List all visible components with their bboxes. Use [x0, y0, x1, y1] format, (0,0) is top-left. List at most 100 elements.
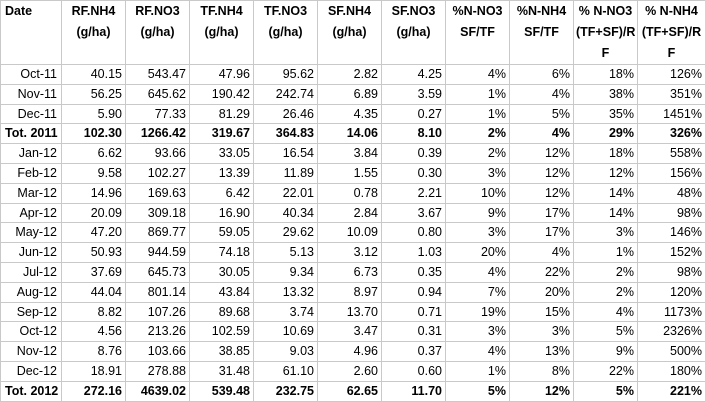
date-cell[interactable]: Oct-12	[1, 322, 62, 342]
value-cell[interactable]: 6.42	[190, 183, 254, 203]
value-cell[interactable]: 40.34	[254, 203, 318, 223]
value-cell[interactable]: 17%	[510, 203, 574, 223]
value-cell[interactable]: 18%	[574, 144, 638, 164]
value-cell[interactable]: 1266.42	[126, 124, 190, 144]
value-cell[interactable]: 5%	[574, 381, 638, 401]
date-cell[interactable]: Nov-12	[1, 342, 62, 362]
value-cell[interactable]: 12%	[510, 381, 574, 401]
value-cell[interactable]: 4%	[446, 262, 510, 282]
date-cell[interactable]: Sep-12	[1, 302, 62, 322]
date-cell[interactable]: Dec-12	[1, 361, 62, 381]
value-cell[interactable]: 14%	[574, 203, 638, 223]
value-cell[interactable]: 5.13	[254, 243, 318, 263]
date-cell[interactable]: Aug-12	[1, 282, 62, 302]
value-cell[interactable]: 2.84	[318, 203, 382, 223]
column-header[interactable]: TF.NH4(g/ha)	[190, 1, 254, 65]
value-cell[interactable]: 126%	[638, 65, 705, 85]
value-cell[interactable]: 801.14	[126, 282, 190, 302]
value-cell[interactable]: 8.82	[62, 302, 126, 322]
value-cell[interactable]: 103.66	[126, 342, 190, 362]
value-cell[interactable]: 4.56	[62, 322, 126, 342]
column-header[interactable]: TF.NO3(g/ha)	[254, 1, 318, 65]
value-cell[interactable]: 1%	[574, 243, 638, 263]
value-cell[interactable]: 3%	[446, 322, 510, 342]
value-cell[interactable]: 0.71	[382, 302, 446, 322]
value-cell[interactable]: 3%	[574, 223, 638, 243]
value-cell[interactable]: 319.67	[190, 124, 254, 144]
value-cell[interactable]: 4%	[510, 124, 574, 144]
value-cell[interactable]: 38.85	[190, 342, 254, 362]
value-cell[interactable]: 9%	[446, 203, 510, 223]
value-cell[interactable]: 2%	[574, 262, 638, 282]
value-cell[interactable]: 18.91	[62, 361, 126, 381]
value-cell[interactable]: 1451%	[638, 104, 705, 124]
value-cell[interactable]: 539.48	[190, 381, 254, 401]
value-cell[interactable]: 74.18	[190, 243, 254, 263]
value-cell[interactable]: 9.58	[62, 163, 126, 183]
value-cell[interactable]: 3.12	[318, 243, 382, 263]
value-cell[interactable]: 10%	[446, 183, 510, 203]
value-cell[interactable]: 35%	[574, 104, 638, 124]
value-cell[interactable]: 221%	[638, 381, 705, 401]
value-cell[interactable]: 4.96	[318, 342, 382, 362]
value-cell[interactable]: 1.55	[318, 163, 382, 183]
value-cell[interactable]: 0.60	[382, 361, 446, 381]
value-cell[interactable]: 645.73	[126, 262, 190, 282]
value-cell[interactable]: 2%	[446, 144, 510, 164]
value-cell[interactable]: 944.59	[126, 243, 190, 263]
value-cell[interactable]: 98%	[638, 203, 705, 223]
value-cell[interactable]: 56.25	[62, 84, 126, 104]
value-cell[interactable]: 645.62	[126, 84, 190, 104]
value-cell[interactable]: 1%	[446, 104, 510, 124]
value-cell[interactable]: 4.25	[382, 65, 446, 85]
value-cell[interactable]: 20.09	[62, 203, 126, 223]
value-cell[interactable]: 213.26	[126, 322, 190, 342]
value-cell[interactable]: 19%	[446, 302, 510, 322]
value-cell[interactable]: 500%	[638, 342, 705, 362]
column-header[interactable]: RF.NO3(g/ha)	[126, 1, 190, 65]
value-cell[interactable]: 2.82	[318, 65, 382, 85]
value-cell[interactable]: 62.65	[318, 381, 382, 401]
value-cell[interactable]: 13%	[510, 342, 574, 362]
value-cell[interactable]: 3.74	[254, 302, 318, 322]
value-cell[interactable]: 13.39	[190, 163, 254, 183]
value-cell[interactable]: 156%	[638, 163, 705, 183]
value-cell[interactable]: 14.96	[62, 183, 126, 203]
value-cell[interactable]: 22%	[510, 262, 574, 282]
date-cell[interactable]: Mar-12	[1, 183, 62, 203]
value-cell[interactable]: 6.89	[318, 84, 382, 104]
value-cell[interactable]: 12%	[574, 163, 638, 183]
value-cell[interactable]: 12%	[510, 144, 574, 164]
date-cell[interactable]: May-12	[1, 223, 62, 243]
value-cell[interactable]: 20%	[510, 282, 574, 302]
value-cell[interactable]: 3%	[446, 163, 510, 183]
value-cell[interactable]: 11.70	[382, 381, 446, 401]
value-cell[interactable]: 59.05	[190, 223, 254, 243]
value-cell[interactable]: 8.10	[382, 124, 446, 144]
value-cell[interactable]: 272.16	[62, 381, 126, 401]
date-cell[interactable]: Tot. 2011	[1, 124, 62, 144]
value-cell[interactable]: 0.94	[382, 282, 446, 302]
value-cell[interactable]: 0.27	[382, 104, 446, 124]
value-cell[interactable]: 22.01	[254, 183, 318, 203]
value-cell[interactable]: 18%	[574, 65, 638, 85]
value-cell[interactable]: 43.84	[190, 282, 254, 302]
value-cell[interactable]: 2326%	[638, 322, 705, 342]
value-cell[interactable]: 13.70	[318, 302, 382, 322]
value-cell[interactable]: 0.80	[382, 223, 446, 243]
value-cell[interactable]: 120%	[638, 282, 705, 302]
value-cell[interactable]: 3.47	[318, 322, 382, 342]
value-cell[interactable]: 12%	[510, 183, 574, 203]
value-cell[interactable]: 278.88	[126, 361, 190, 381]
value-cell[interactable]: 7%	[446, 282, 510, 302]
value-cell[interactable]: 30.05	[190, 262, 254, 282]
value-cell[interactable]: 364.83	[254, 124, 318, 144]
value-cell[interactable]: 6%	[510, 65, 574, 85]
value-cell[interactable]: 29%	[574, 124, 638, 144]
value-cell[interactable]: 242.74	[254, 84, 318, 104]
date-cell[interactable]: Tot. 2012	[1, 381, 62, 401]
value-cell[interactable]: 5.90	[62, 104, 126, 124]
